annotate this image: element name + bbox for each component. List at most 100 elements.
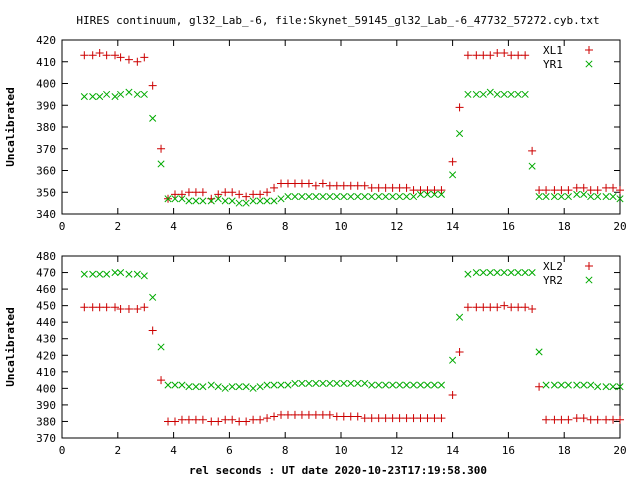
data-point-XL1 xyxy=(318,179,327,188)
data-point-XL2 xyxy=(564,415,573,424)
y-tick-label: 400 xyxy=(36,78,56,91)
data-point-XL2 xyxy=(609,415,618,424)
data-point-XL1 xyxy=(472,51,481,60)
data-point-XL1 xyxy=(242,192,251,201)
data-point-XL1 xyxy=(602,183,611,192)
data-point-XL2 xyxy=(304,410,313,419)
x-tick-label: 18 xyxy=(558,220,571,233)
data-point-XL1 xyxy=(409,186,418,195)
data-point-YR1 xyxy=(117,90,125,98)
data-point-YR1 xyxy=(221,197,229,205)
x-tick-label: 16 xyxy=(502,444,515,457)
data-point-YR1 xyxy=(326,193,334,201)
y-tick-label: 430 xyxy=(36,333,56,346)
data-point-XL1 xyxy=(593,186,602,195)
x-tick-label: 10 xyxy=(334,444,347,457)
data-point-YR2 xyxy=(456,313,464,321)
data-point-YR2 xyxy=(521,268,529,277)
data-point-XL1 xyxy=(616,186,624,195)
data-point-YR1 xyxy=(291,193,299,201)
data-point-XL1 xyxy=(157,144,166,153)
data-point-XL1 xyxy=(579,183,588,192)
data-point-XL2 xyxy=(500,301,509,310)
data-point-YR1 xyxy=(207,197,215,205)
data-point-XL2 xyxy=(214,417,223,426)
data-point-YR1 xyxy=(616,195,624,203)
y-tick-label: 360 xyxy=(36,165,56,178)
data-point-YR2 xyxy=(594,383,602,391)
data-point-XL2 xyxy=(402,414,411,423)
data-point-XL1 xyxy=(486,51,495,60)
data-point-XL2 xyxy=(479,303,488,312)
data-point-YR1 xyxy=(270,197,278,205)
data-point-XL2 xyxy=(290,410,299,419)
series-YR2 xyxy=(80,268,624,392)
data-point-XL2 xyxy=(550,415,559,424)
data-point-YR2 xyxy=(479,268,487,277)
data-point-YR1 xyxy=(587,193,595,201)
data-point-YR1 xyxy=(361,193,369,201)
x-tick-label: 0 xyxy=(59,220,66,233)
data-point-YR1 xyxy=(178,195,186,203)
data-point-YR2 xyxy=(500,268,508,277)
data-point-YR2 xyxy=(284,381,292,389)
data-point-YR2 xyxy=(242,383,250,391)
data-point-XL1 xyxy=(235,190,244,199)
data-point-YR2 xyxy=(464,270,472,278)
legend-marker xyxy=(585,262,593,270)
data-point-XL1 xyxy=(463,51,472,60)
data-point-YR2 xyxy=(133,270,141,278)
x-tick-label: 14 xyxy=(446,444,460,457)
data-point-YR2 xyxy=(117,268,125,277)
data-point-YR1 xyxy=(564,193,572,201)
data-point-YR1 xyxy=(375,193,383,201)
data-point-XL2 xyxy=(486,303,495,312)
data-point-YR1 xyxy=(507,90,515,98)
y-tick-label: 370 xyxy=(36,432,56,445)
data-point-YR1 xyxy=(199,197,207,205)
data-point-XL1 xyxy=(437,186,446,195)
data-point-XL1 xyxy=(564,186,573,195)
data-point-XL1 xyxy=(550,186,559,195)
data-point-XL2 xyxy=(198,415,207,424)
data-point-YR2 xyxy=(514,268,522,277)
data-point-YR2 xyxy=(333,379,341,387)
data-point-YR1 xyxy=(423,190,432,198)
data-point-XL2 xyxy=(423,414,432,423)
data-point-XL2 xyxy=(430,414,439,423)
data-point-XL2 xyxy=(507,303,516,312)
data-point-XL1 xyxy=(402,183,411,192)
data-point-XL1 xyxy=(228,188,237,197)
data-point-XL2 xyxy=(221,415,230,424)
data-point-YR1 xyxy=(580,190,588,198)
data-point-XL2 xyxy=(339,412,348,421)
x-tick-label: 0 xyxy=(59,444,66,457)
data-point-XL2 xyxy=(521,303,530,312)
data-point-YR1 xyxy=(235,199,243,207)
data-point-YR2 xyxy=(382,381,390,389)
data-point-YR1 xyxy=(602,193,610,201)
data-point-XL2 xyxy=(360,414,369,423)
data-point-YR2 xyxy=(550,381,558,389)
data-point-XL2 xyxy=(586,415,595,424)
data-point-YR2 xyxy=(96,270,104,278)
data-point-YR2 xyxy=(361,379,369,387)
legend-label: XL1 xyxy=(543,44,563,57)
data-point-YR2 xyxy=(277,381,285,389)
data-point-XL1 xyxy=(430,186,439,195)
data-point-YR2 xyxy=(493,268,501,277)
data-point-XL2 xyxy=(395,414,404,423)
data-point-XL2 xyxy=(388,414,397,423)
data-point-YR2 xyxy=(157,343,165,351)
data-point-YR2 xyxy=(270,381,278,389)
data-point-YR2 xyxy=(256,383,264,391)
data-point-YR2 xyxy=(199,383,207,391)
x-tick-label: 4 xyxy=(170,220,177,233)
data-point-XL2 xyxy=(437,414,446,423)
data-point-YR1 xyxy=(164,195,172,203)
data-point-YR1 xyxy=(382,193,390,201)
data-point-YR1 xyxy=(256,197,264,205)
data-point-YR1 xyxy=(305,193,313,201)
y-tick-label: 400 xyxy=(36,382,56,395)
